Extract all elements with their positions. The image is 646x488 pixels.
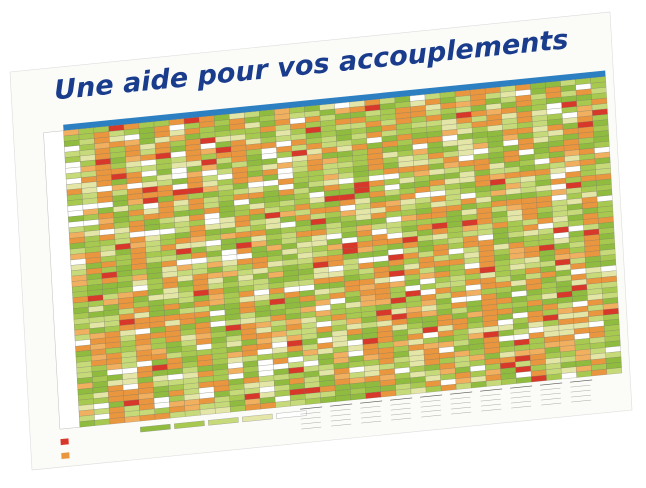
photo: Une aide pour vos accouplements xyxy=(0,0,646,488)
poster: Une aide pour vos accouplements xyxy=(10,12,632,470)
legend-swatch xyxy=(60,438,68,445)
grid xyxy=(43,71,622,430)
legend-swatch xyxy=(61,452,69,459)
